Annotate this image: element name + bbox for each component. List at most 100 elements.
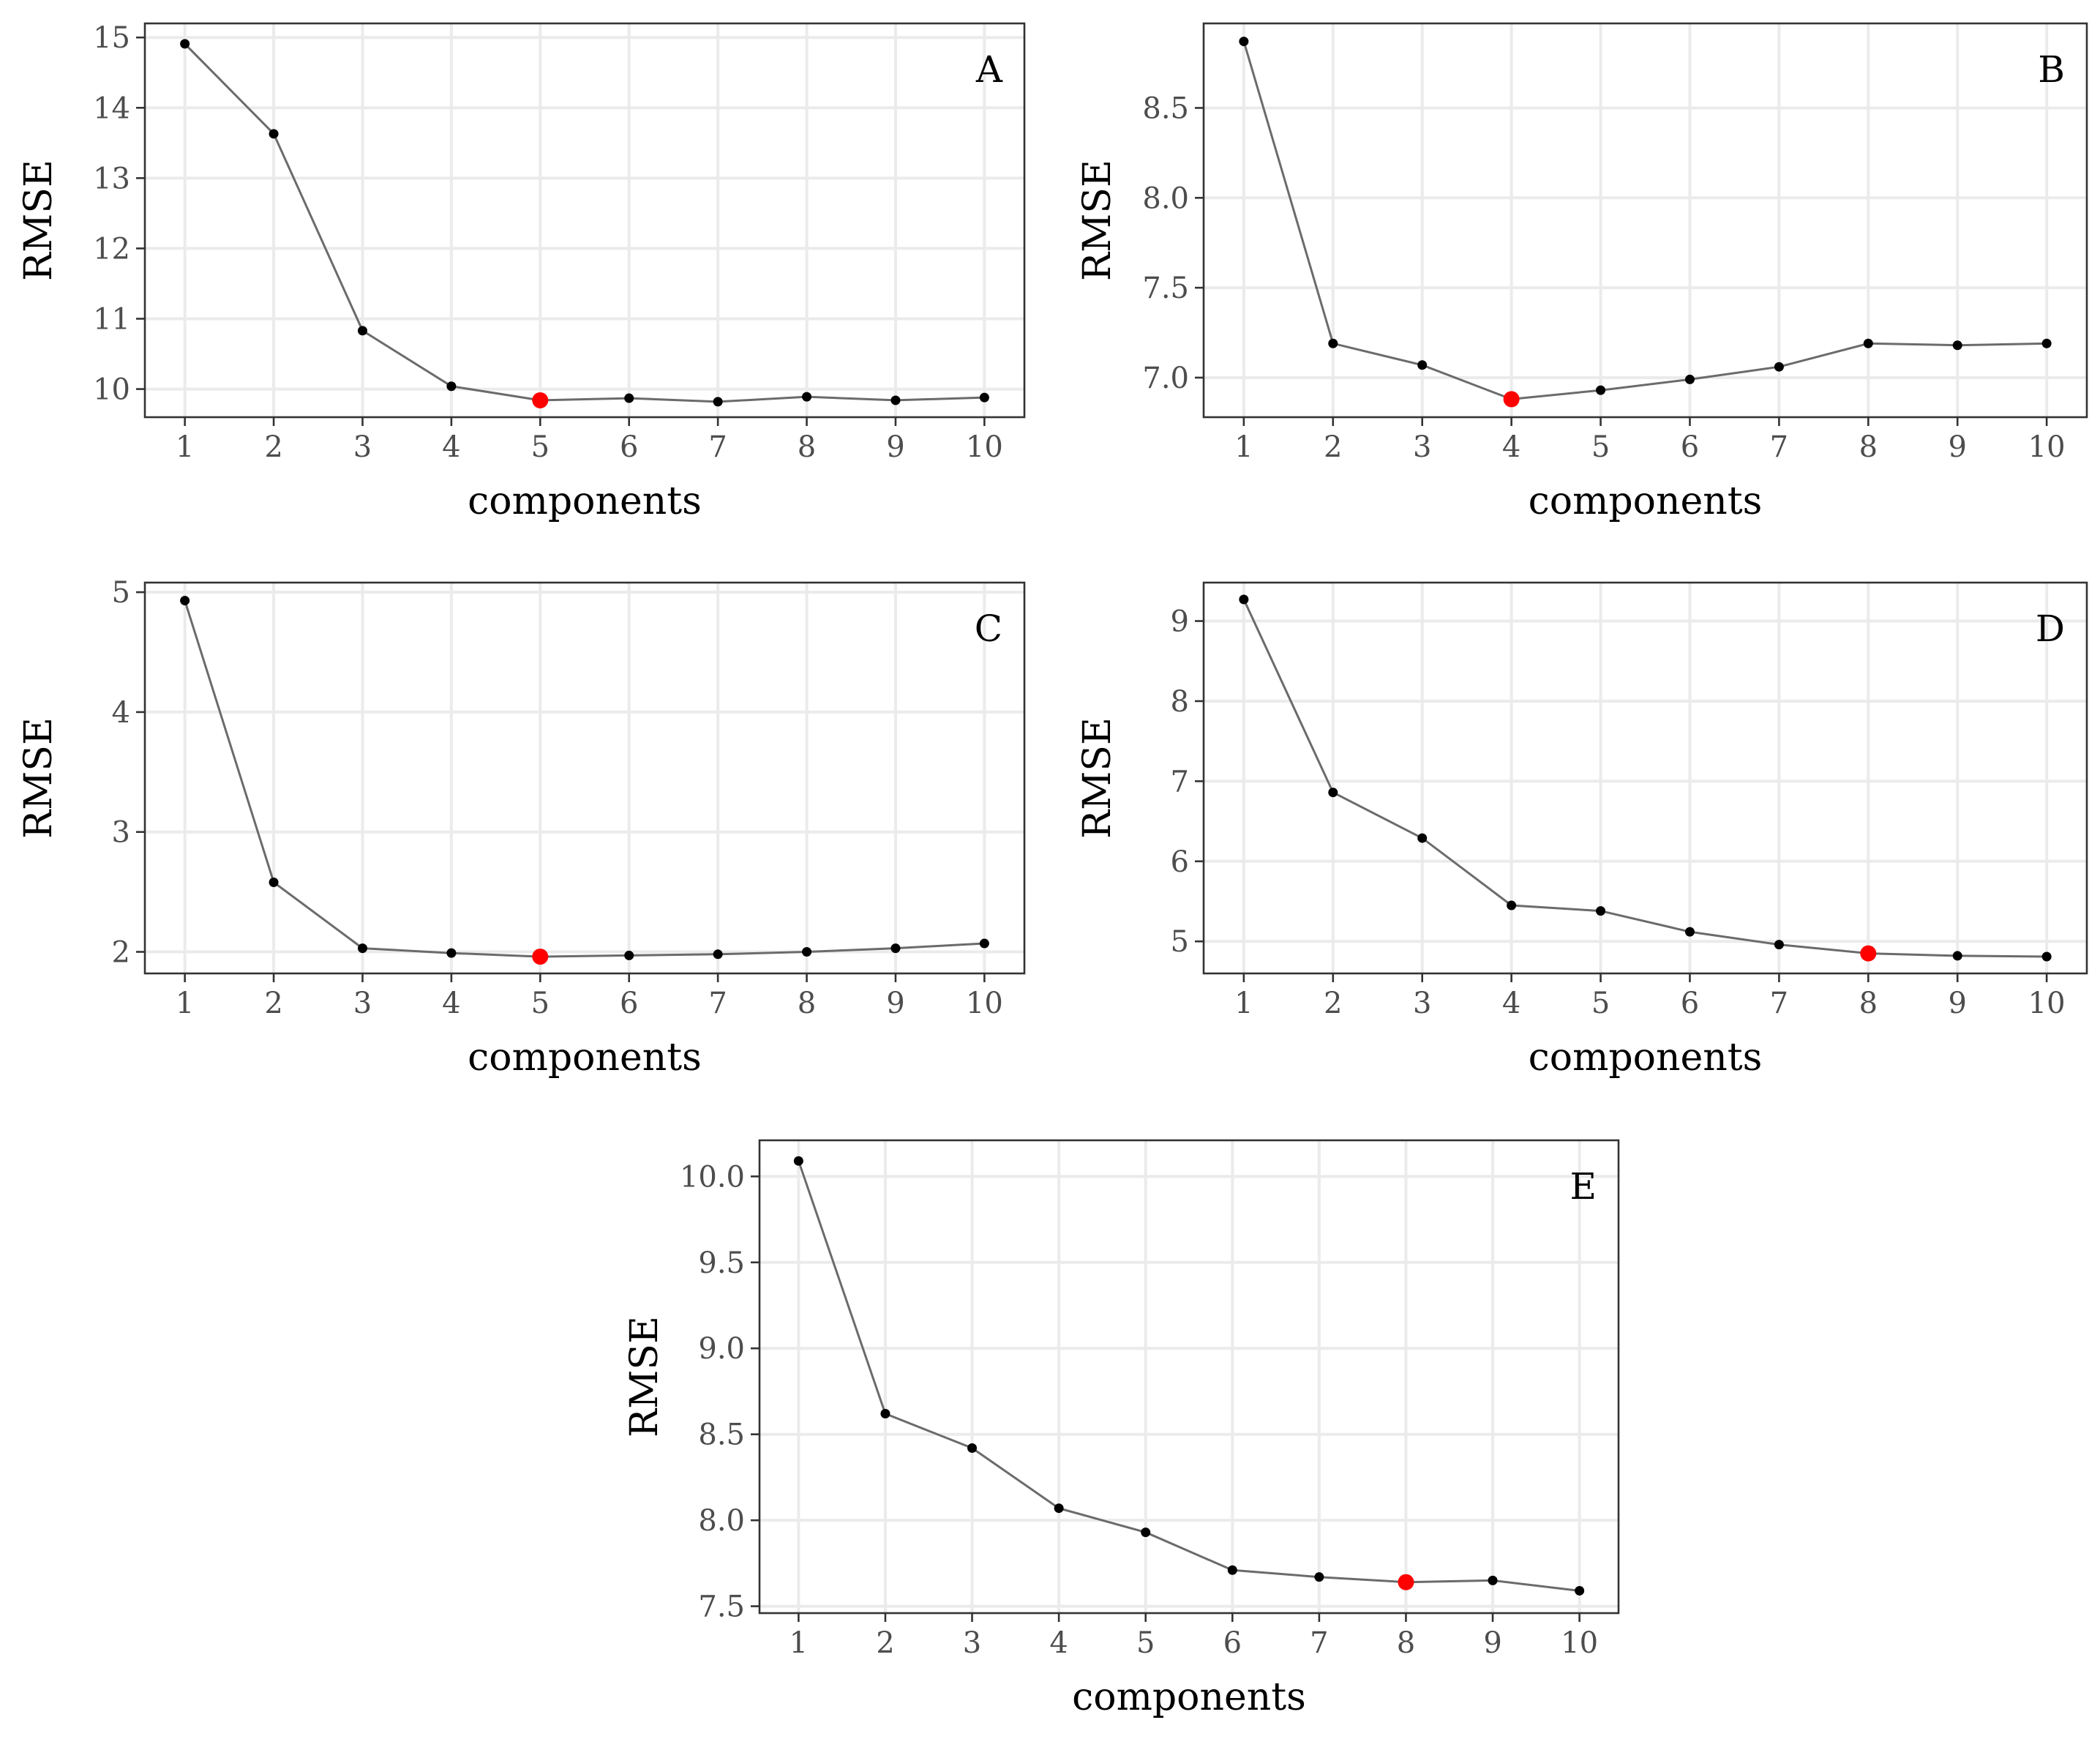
x-tick-label: 2 [1324, 430, 1342, 464]
data-point [1575, 1585, 1585, 1596]
x-axis-title: components [468, 479, 702, 523]
y-tick-label: 7.0 [1142, 362, 1189, 395]
y-tick-label: 14 [93, 91, 130, 125]
x-tick-label: 4 [1502, 987, 1520, 1020]
x-tick-label: 6 [620, 430, 638, 464]
x-axis-title: components [1529, 479, 1763, 523]
data-point [890, 395, 901, 405]
data-point [1328, 788, 1338, 798]
x-tick-label: 10 [2028, 430, 2066, 464]
x-tick-label: 3 [963, 1626, 981, 1660]
data-point [2041, 951, 2052, 962]
x-tick-label: 3 [353, 987, 372, 1020]
y-tick-label: 8.5 [698, 1418, 745, 1452]
data-point [357, 943, 367, 954]
series-line [1242, 41, 2047, 400]
series-line [184, 600, 985, 958]
y-tick-label: 11 [93, 303, 130, 337]
data-point [802, 947, 812, 957]
data-point [1507, 900, 1517, 910]
data-point [1328, 338, 1338, 348]
data-point [793, 1156, 803, 1166]
data-point [979, 392, 989, 403]
panel-border [1202, 581, 2088, 975]
y-tick-label: 8.5 [1142, 91, 1189, 125]
x-tick-label: 7 [1770, 430, 1788, 464]
x-tick-label: 8 [1859, 987, 1878, 1020]
y-tick-label: 12 [93, 232, 130, 266]
x-tick-label: 5 [1591, 987, 1610, 1020]
y-tick-label: 13 [93, 162, 130, 195]
x-tick-label: 1 [1234, 987, 1253, 1020]
y-tick-label: 8.0 [1142, 182, 1189, 215]
data-point [1239, 594, 1249, 605]
y-tick-label: 8 [1171, 685, 1189, 719]
x-tick-label: 7 [1310, 1626, 1328, 1660]
highlight-point [1398, 1574, 1414, 1590]
panel-letter: C [975, 607, 1002, 650]
data-point [1239, 37, 1249, 47]
series-line [1242, 599, 2047, 958]
panel-e: 1 2 3 4 5 6 7 8 9 10 7.5 8.0 8.5 9.0 9.5 10.0 components… [623, 1139, 1620, 1719]
series-line [797, 1160, 1580, 1592]
y-tick-label: 10.0 [680, 1160, 745, 1194]
data-point [446, 381, 457, 392]
panel-letter: D [2036, 607, 2065, 650]
x-tick-label: 5 [531, 430, 550, 464]
data-point [1141, 1527, 1151, 1538]
y-tick-label: 4 [112, 696, 130, 730]
y-tick-label: 8.0 [698, 1504, 745, 1538]
x-tick-label: 8 [1859, 430, 1878, 464]
y-tick-label: 3 [112, 816, 130, 850]
data-point [180, 39, 190, 49]
data-point [624, 950, 634, 960]
x-tick-label: 9 [1948, 987, 1966, 1020]
data-point [1488, 1575, 1498, 1585]
y-axis-title: RMSE [1076, 717, 1120, 839]
data-point [269, 129, 279, 139]
data-point [2041, 338, 2052, 348]
series-line [184, 42, 985, 403]
x-tick-label: 3 [1413, 987, 1431, 1020]
x-tick-label: 9 [886, 987, 904, 1020]
x-tick-label: 10 [966, 987, 1003, 1020]
data-point [967, 1443, 978, 1453]
data-point [880, 1409, 890, 1419]
x-tick-label: 10 [2028, 987, 2066, 1020]
panel-border [758, 1139, 1620, 1615]
data-point [979, 938, 989, 949]
y-tick-label: 9 [1171, 605, 1189, 639]
data-point [1952, 340, 1962, 351]
data-point [1227, 1565, 1237, 1575]
x-axis-title: components [1529, 1036, 1763, 1080]
data-point [1417, 833, 1428, 843]
x-tick-label: 2 [876, 1626, 894, 1660]
x-tick-label: 6 [1681, 430, 1699, 464]
data-point [1417, 360, 1428, 370]
panel-letter: E [1570, 1165, 1597, 1208]
data-point [357, 326, 367, 336]
y-tick-label: 7 [1171, 765, 1189, 799]
y-tick-label: 7.5 [1142, 272, 1189, 305]
x-tick-label: 10 [1561, 1626, 1598, 1660]
x-tick-label: 6 [1681, 987, 1699, 1020]
y-tick-label: 2 [112, 936, 130, 970]
y-axis-title: RMSE [1076, 160, 1120, 281]
data-point [624, 393, 634, 403]
data-point [1684, 927, 1695, 937]
data-point [1314, 1572, 1324, 1582]
y-tick-label: 5 [1171, 925, 1189, 959]
x-tick-label: 1 [790, 1626, 808, 1660]
highlight-point [532, 949, 549, 965]
x-tick-label: 4 [442, 987, 460, 1020]
y-tick-label: 5 [112, 576, 130, 610]
x-tick-label: 7 [1770, 987, 1788, 1020]
x-tick-label: 4 [442, 430, 460, 464]
data-point [269, 878, 279, 888]
x-tick-label: 1 [176, 987, 194, 1020]
data-point [180, 596, 190, 606]
data-point [890, 943, 901, 954]
x-axis-title: components [1072, 1675, 1306, 1719]
